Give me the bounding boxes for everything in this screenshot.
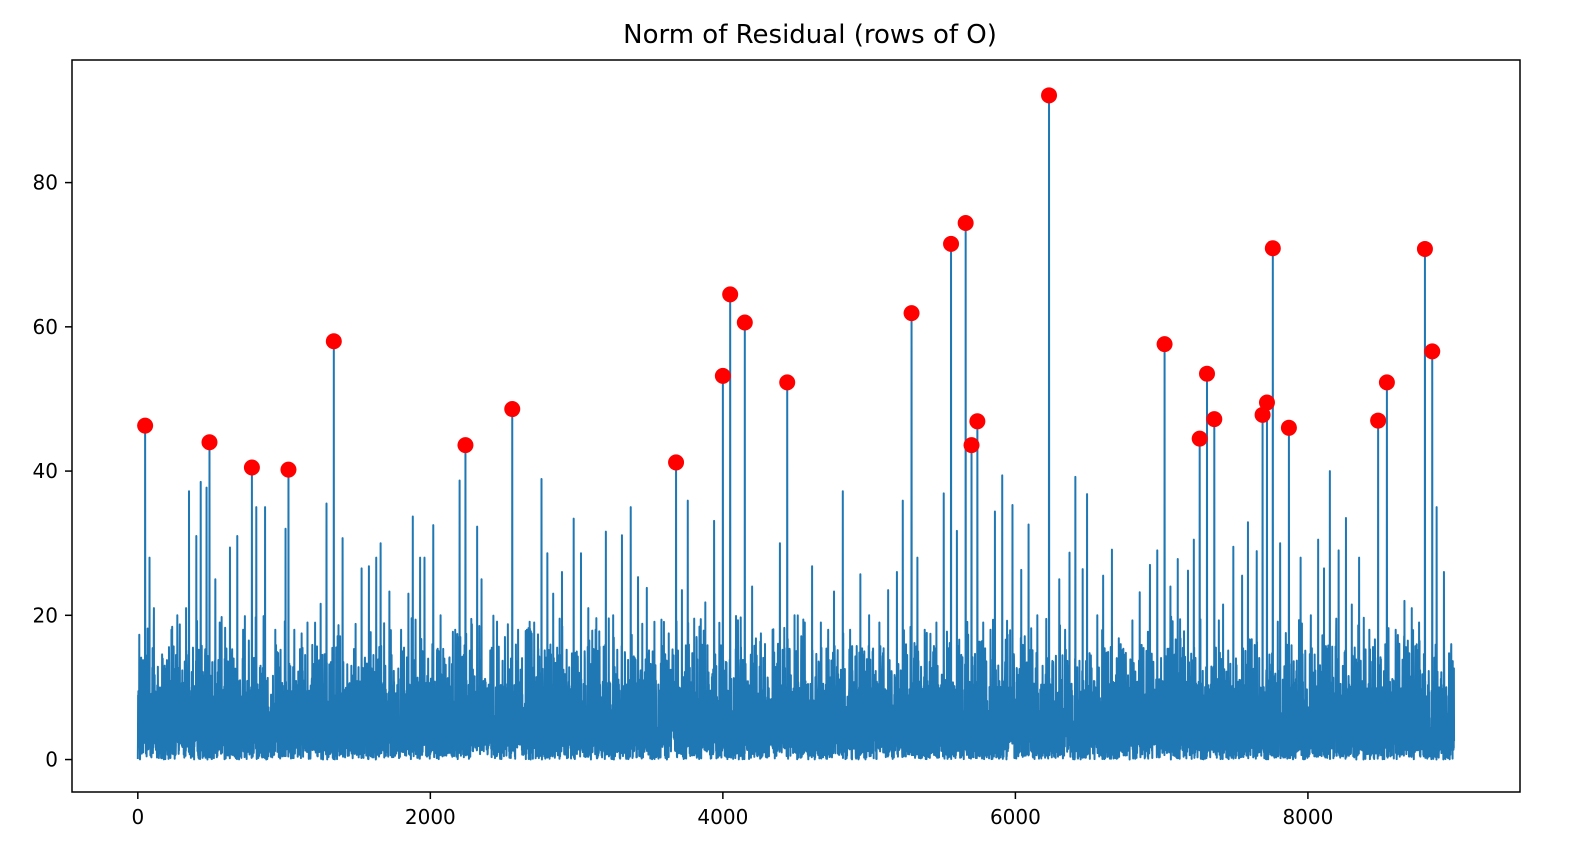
residual-norm-line <box>136 94 1456 761</box>
peak-marker-17 <box>1041 87 1058 104</box>
chart-title: Norm of Residual (rows of O) <box>623 20 997 50</box>
peak-marker-23 <box>1258 394 1275 411</box>
y-tick-label-0: 0 <box>45 748 58 772</box>
x-tick-label-0: 0 <box>131 805 144 829</box>
peak-marker-21 <box>1206 411 1223 428</box>
x-tick-label-4: 8000 <box>1282 805 1333 829</box>
peak-marker-27 <box>1378 374 1395 391</box>
peak-marker-1 <box>201 434 218 451</box>
y-tick-label-1: 20 <box>33 603 58 627</box>
peak-marker-25 <box>1280 419 1297 436</box>
peak-marker-18 <box>1156 336 1173 353</box>
x-tick-label-3: 6000 <box>990 805 1041 829</box>
peak-marker-26 <box>1370 412 1387 429</box>
peak-marker-9 <box>722 286 739 303</box>
peak-marker-3 <box>280 461 297 478</box>
peak-marker-20 <box>1199 365 1215 382</box>
peak-marker-4 <box>325 333 342 350</box>
peak-marker-5 <box>457 437 474 454</box>
y-tick-label-4: 80 <box>33 171 58 195</box>
peak-marker-8 <box>714 367 731 384</box>
peak-marker-28 <box>1416 240 1433 257</box>
peak-marker-29 <box>1424 343 1441 360</box>
y-tick-label-3: 60 <box>33 315 58 339</box>
peak-marker-13 <box>943 235 960 252</box>
peak-marker-6 <box>504 401 521 418</box>
x-tick-label-2: 4000 <box>697 805 748 829</box>
peak-marker-0 <box>137 417 154 434</box>
axes-frame <box>71 59 1521 793</box>
peak-marker-12 <box>903 305 920 322</box>
peak-marker-16 <box>969 413 986 430</box>
peak-marker-24 <box>1264 240 1281 257</box>
peak-marker-7 <box>668 454 685 471</box>
peak-marker-15 <box>963 437 980 454</box>
peak-marker-10 <box>736 314 753 331</box>
plot-area <box>136 87 1456 761</box>
y-axis: 0 20 40 60 80 <box>33 171 72 772</box>
y-tick-label-2: 40 <box>33 459 58 483</box>
peak-marker-11 <box>779 374 796 391</box>
x-axis: 0 2000 4000 6000 8000 <box>131 792 1333 829</box>
x-tick-label-1: 2000 <box>405 805 456 829</box>
peak-marker-22 <box>1254 406 1271 423</box>
peak-marker-19 <box>1191 430 1208 447</box>
peak-marker-2 <box>243 459 260 476</box>
peak-marker-14 <box>957 214 974 231</box>
